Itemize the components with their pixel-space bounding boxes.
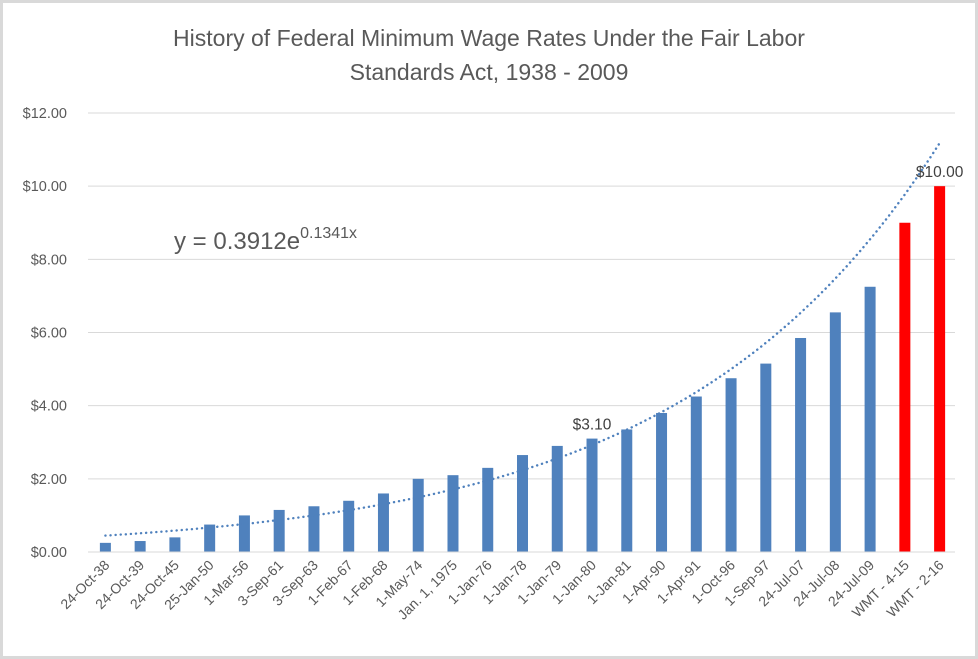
data-label: $10.00: [916, 164, 964, 181]
bars: [99, 186, 946, 552]
bar: [308, 506, 320, 552]
bar: [238, 515, 250, 552]
y-tick-label: $6.00: [31, 326, 67, 342]
bar: [795, 337, 807, 552]
bar: [204, 524, 216, 552]
bar: [517, 455, 528, 552]
y-axis: $0.00 $2.00 $4.00 $6.00 $8.00 $10.00 $12.00: [23, 106, 67, 561]
bar: [829, 312, 841, 552]
trendline-equation-exponent: 0.1341x: [300, 225, 357, 242]
x-axis: 24-Oct-3824-Oct-3924-Oct-4525-Jan-501-Ma…: [57, 551, 955, 623]
bar: [551, 445, 563, 552]
bar: [377, 493, 389, 552]
chart-title: History of Federal Minimum Wage Rates Un…: [173, 25, 805, 85]
trendline-equation-base: y = 0.3912e: [174, 228, 300, 255]
bar: [482, 467, 494, 552]
bar: [760, 363, 772, 552]
bar: [864, 286, 876, 552]
bar: [621, 429, 633, 552]
bar: [169, 537, 181, 552]
trendline: [104, 141, 941, 537]
y-tick-label: $12.00: [23, 106, 67, 122]
bar: [343, 500, 355, 552]
bar: [134, 541, 146, 552]
bar: [447, 475, 459, 552]
bar: [99, 542, 111, 552]
bar: [656, 412, 668, 552]
chart-title-line-2: Standards Act, 1938 - 2009: [350, 59, 629, 85]
bar: [899, 222, 911, 552]
bar: [934, 186, 946, 552]
y-tick-label: $10.00: [23, 179, 67, 195]
bar: [273, 509, 285, 552]
trendline-equation: y = 0.3912e0.1341x: [174, 225, 357, 255]
bar: [690, 396, 702, 552]
chart-title-line-1: History of Federal Minimum Wage Rates Un…: [173, 25, 805, 51]
trendline-path: [104, 141, 941, 537]
y-tick-label: $2.00: [31, 472, 67, 488]
y-tick-label: $8.00: [31, 252, 67, 268]
y-tick-label: $4.00: [31, 399, 67, 415]
data-labels: $3.10 $10.00: [573, 164, 964, 433]
bar: [412, 478, 424, 552]
y-tick-label: $0.00: [31, 545, 67, 561]
data-label: $3.10: [573, 417, 612, 434]
bar: [725, 378, 737, 552]
bar: [586, 438, 598, 552]
